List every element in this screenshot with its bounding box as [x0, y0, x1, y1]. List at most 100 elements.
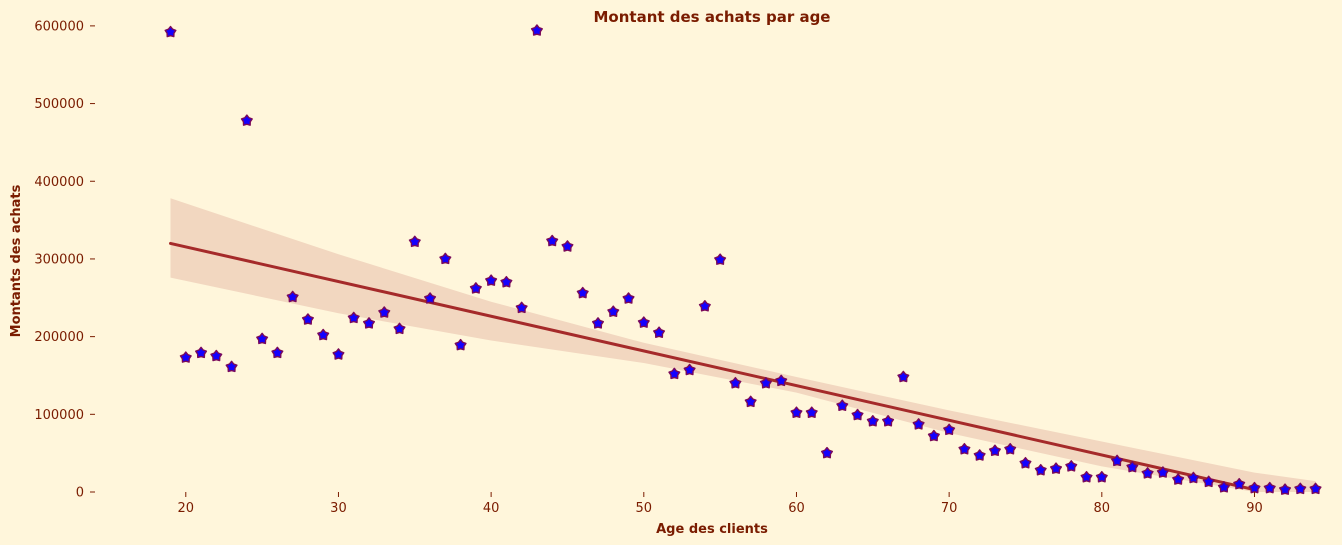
data-point — [332, 348, 345, 360]
data-point — [607, 305, 620, 317]
data-point — [775, 374, 788, 387]
data-point — [668, 367, 681, 380]
x-tick-label: 70 — [941, 501, 958, 516]
data-point — [1278, 483, 1292, 495]
data-point — [851, 408, 864, 421]
data-point — [927, 429, 940, 442]
data-point — [1309, 482, 1322, 495]
y-tick-label: 400000 — [34, 175, 84, 190]
x-tick-label: 60 — [788, 501, 805, 516]
data-point — [393, 322, 406, 335]
data-point — [164, 25, 177, 38]
data-point — [943, 423, 956, 436]
data-point — [210, 349, 223, 362]
data-point — [561, 240, 574, 252]
data-point — [622, 292, 635, 304]
data-point — [1202, 475, 1215, 488]
x-tick-label: 50 — [636, 501, 653, 516]
data-point — [698, 300, 711, 312]
data-point — [1294, 482, 1307, 495]
data-point — [408, 235, 421, 248]
data-point — [469, 282, 482, 294]
data-point — [653, 326, 666, 338]
data-point — [1065, 460, 1078, 472]
data-point — [1172, 473, 1185, 485]
data-point — [591, 317, 605, 329]
data-point — [454, 338, 467, 351]
data-point — [820, 446, 834, 459]
data-point — [347, 311, 360, 324]
data-point — [256, 332, 269, 345]
data-point — [1049, 462, 1063, 474]
y-tick-label: 500000 — [34, 97, 84, 112]
x-tick-label: 90 — [1246, 501, 1263, 516]
data-point — [1034, 463, 1047, 476]
data-point — [1187, 471, 1200, 484]
data-point — [744, 395, 757, 408]
y-tick-label: 100000 — [34, 408, 84, 423]
data-point — [759, 376, 772, 389]
data-point — [714, 253, 727, 265]
x-tick-label: 80 — [1094, 501, 1111, 516]
data-point — [195, 346, 208, 359]
x-tick-label: 30 — [330, 501, 347, 516]
data-point — [500, 275, 513, 288]
data-point — [378, 306, 391, 318]
data-point — [576, 286, 589, 299]
data-point — [805, 406, 818, 418]
data-point — [1126, 460, 1139, 473]
data-point — [179, 351, 192, 363]
data-point — [637, 316, 650, 328]
data-points-layer — [164, 24, 1322, 495]
data-point — [271, 346, 284, 359]
data-point — [439, 252, 452, 265]
x-tick-label: 40 — [483, 501, 500, 516]
data-point — [546, 234, 559, 247]
y-tick-label: 0 — [76, 486, 84, 501]
data-point — [530, 24, 543, 36]
y-axis: 0 100000 200000 300000 400000 500000 600000 — [34, 19, 95, 501]
regression-line-layer — [169, 241, 1256, 492]
x-axis-title: Age des clients — [656, 522, 768, 537]
y-axis-title: Montants des achats — [9, 184, 24, 337]
data-point — [485, 274, 498, 286]
data-point — [1019, 456, 1032, 469]
data-point — [1141, 467, 1154, 479]
y-tick-label: 300000 — [34, 252, 84, 267]
confidence-band-layer — [170, 198, 1316, 493]
data-point — [225, 360, 238, 373]
confidence-band — [170, 198, 1316, 493]
data-point — [1233, 477, 1246, 490]
data-point — [286, 290, 299, 303]
data-point — [301, 313, 314, 325]
data-point — [912, 418, 925, 430]
data-point — [1156, 466, 1169, 478]
data-point — [988, 444, 1001, 457]
data-point — [362, 317, 376, 329]
data-point — [790, 406, 803, 418]
data-point — [515, 301, 528, 314]
chart-title: Montant des achats par age — [594, 8, 831, 26]
data-point — [958, 442, 971, 455]
data-point — [1248, 481, 1261, 494]
data-point — [866, 415, 879, 427]
x-tick-label: 20 — [178, 501, 195, 516]
data-point — [1004, 442, 1017, 455]
data-point — [897, 370, 910, 383]
data-point — [1263, 481, 1276, 494]
data-point — [1111, 454, 1124, 467]
data-point — [683, 363, 696, 376]
data-point — [317, 328, 330, 341]
data-point — [836, 399, 849, 411]
data-point — [424, 292, 437, 304]
data-point — [240, 114, 253, 126]
data-point — [1095, 470, 1108, 483]
data-point — [729, 376, 742, 389]
y-tick-label: 200000 — [34, 330, 84, 345]
data-point — [973, 449, 986, 461]
data-point — [1217, 481, 1230, 493]
regression-line — [169, 241, 1256, 492]
data-point — [1080, 470, 1093, 483]
